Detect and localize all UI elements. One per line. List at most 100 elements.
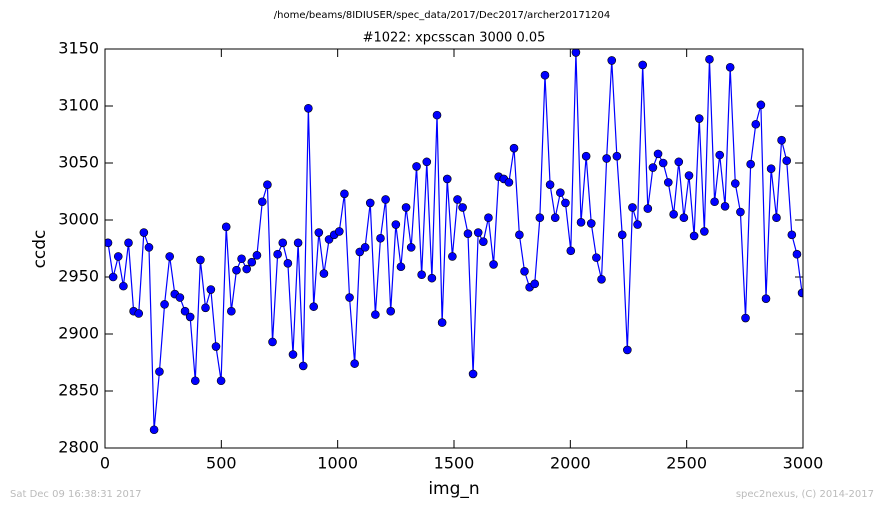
y-axis-label: ccdc	[30, 230, 50, 269]
data-point	[417, 270, 426, 280]
data-point	[160, 300, 169, 309]
data-point	[309, 302, 319, 311]
data-point	[211, 342, 221, 351]
data-point	[597, 274, 606, 284]
data-point	[679, 213, 689, 223]
data-point	[175, 293, 185, 302]
data-point	[741, 313, 750, 323]
data-point	[556, 188, 565, 197]
data-point	[144, 243, 154, 252]
data-point	[427, 273, 437, 283]
data-point	[371, 310, 380, 319]
data-point	[304, 103, 313, 113]
data-point	[227, 306, 236, 316]
data-point	[792, 249, 802, 259]
data-point	[442, 174, 452, 184]
data-point	[360, 243, 370, 252]
x-tick-label: 3000	[783, 454, 824, 473]
data-point	[237, 254, 246, 264]
y-tick-label: 2950	[58, 267, 99, 286]
data-point	[257, 197, 267, 207]
y-tick-label: 2900	[58, 324, 99, 343]
data-point	[607, 56, 617, 65]
data-point	[489, 260, 498, 269]
data-point	[797, 288, 803, 298]
data-point	[617, 230, 627, 240]
data-point	[139, 228, 149, 237]
data-point	[108, 272, 118, 282]
data-point	[715, 150, 725, 160]
data-point	[674, 157, 684, 167]
data-point	[509, 143, 519, 153]
data-point	[345, 293, 354, 302]
data-point	[422, 157, 432, 167]
data-point	[319, 269, 329, 278]
data-point	[736, 207, 745, 217]
data-point	[530, 279, 540, 289]
data-point	[648, 163, 658, 172]
data-point	[149, 425, 159, 435]
data-point	[273, 249, 282, 259]
data-point	[180, 306, 190, 316]
data-point	[684, 171, 694, 180]
data-point	[381, 195, 390, 204]
x-tick-label: 1500	[434, 454, 475, 473]
data-point	[515, 230, 524, 240]
data-point	[105, 238, 113, 248]
data-point	[694, 114, 704, 123]
data-point	[720, 202, 730, 211]
data-point	[700, 227, 709, 236]
data-point	[484, 213, 493, 223]
data-point	[766, 164, 776, 173]
data-point	[566, 246, 576, 256]
data-point	[448, 252, 457, 261]
data-point	[468, 369, 478, 379]
y-tick-label: 3050	[58, 153, 99, 172]
data-point	[710, 197, 719, 207]
x-axis-label: img_n	[428, 479, 479, 499]
data-point	[535, 213, 545, 223]
data-point	[396, 262, 406, 272]
data-point	[623, 345, 632, 355]
data-point	[232, 265, 241, 275]
plot-frame	[104, 48, 804, 449]
data-point	[206, 285, 216, 294]
y-tick-label: 2800	[58, 438, 99, 457]
data-point	[406, 243, 416, 252]
data-point	[134, 309, 144, 318]
data-point	[658, 158, 668, 168]
data-point	[782, 156, 792, 166]
chart-title: #1022: xpcsscan 3000 0.05	[363, 31, 546, 46]
header: /home/beams/8IDIUSER/spec_data/2017/Dec2…	[274, 10, 610, 21]
data-point	[401, 203, 411, 212]
data-point	[340, 189, 349, 199]
data-point	[185, 312, 195, 322]
data-point	[576, 217, 586, 227]
data-point	[221, 222, 231, 232]
data-point	[432, 110, 442, 120]
data-point	[479, 237, 488, 246]
data-point	[561, 198, 570, 208]
series-line	[107, 52, 803, 430]
data-point	[288, 350, 298, 359]
data-point	[643, 204, 653, 213]
x-tick-label: 500	[206, 454, 237, 473]
data-point	[247, 257, 257, 267]
data-point	[298, 361, 308, 371]
data-point	[252, 251, 262, 260]
data-point	[746, 159, 755, 169]
data-point	[689, 231, 699, 241]
data-point	[293, 238, 303, 248]
data-point	[592, 253, 601, 262]
data-point	[705, 54, 714, 64]
data-point	[725, 62, 735, 72]
data-point	[772, 213, 781, 223]
data-point	[190, 376, 200, 386]
data-point	[278, 238, 288, 248]
data-point	[653, 149, 663, 159]
data-point	[283, 259, 293, 268]
data-point	[437, 318, 447, 327]
data-point	[602, 154, 611, 163]
